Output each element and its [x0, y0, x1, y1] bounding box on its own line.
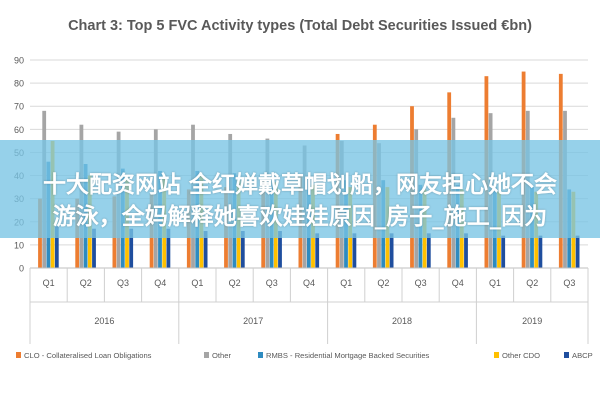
legend: CLO - Collateralised Loan Obligations Oth…: [16, 351, 593, 360]
x-tick-label: Q3: [266, 278, 278, 288]
legend-label: ABCP: [572, 351, 593, 360]
x-tick-label: Q1: [340, 278, 352, 288]
x-tick-label: Q2: [526, 278, 538, 288]
x-tick-label: Q4: [303, 278, 315, 288]
legend-label: CLO - Collateralised Loan Obligations: [24, 351, 152, 360]
bar: [166, 228, 171, 268]
y-tick-label: 80: [14, 79, 24, 89]
x-tick-label: Q3: [117, 278, 129, 288]
x-tick-label: Q3: [563, 278, 575, 288]
x-tick-label: Q1: [43, 278, 55, 288]
bar: [129, 228, 134, 268]
x-tick-label: Q3: [415, 278, 427, 288]
x-axis: Q1 Q2 Q3 Q4 Q1 Q2 Q3 Q4 Q1 Q2 Q3 Q4 Q1 Q2 Q3 2016 2017 20…: [29, 267, 589, 344]
x-tick-label: Q2: [377, 278, 389, 288]
x-tick-label: Q1: [191, 278, 203, 288]
x-tick-label: Q2: [80, 278, 92, 288]
y-tick-label: 90: [14, 56, 24, 66]
x-tick-label: Q1: [489, 278, 501, 288]
news-headline-banner[interactable]: 十大配资网站 全红婵戴草帽划船，网友担心她不会 游泳，全妈解释她喜欢娃娃原因_房…: [0, 140, 600, 238]
bar: [501, 235, 506, 268]
bar: [92, 228, 96, 268]
y-tick-label: 10: [14, 240, 24, 250]
headline-line-2: 游泳，全妈解释她喜欢娃娃原因_房子_施工_因为: [52, 204, 548, 230]
legend-label: Other CDO: [502, 351, 540, 360]
bar: [426, 233, 431, 268]
bar: [538, 235, 543, 268]
y-tick-label: 60: [14, 125, 24, 135]
bar: [54, 226, 59, 268]
bar: [315, 233, 320, 268]
legend-label: RMBS - Residential Mortgage Backed Secur…: [266, 351, 430, 360]
x-group-label: 2019: [522, 316, 542, 326]
bar: [389, 233, 394, 268]
y-tick-label: 70: [14, 102, 24, 112]
x-group-label: 2017: [243, 316, 263, 326]
y-tick-label: 0: [19, 264, 24, 274]
x-group-label: 2018: [392, 316, 412, 326]
bar: [203, 231, 208, 268]
x-tick-label: Q2: [229, 278, 241, 288]
legend-swatch: [16, 352, 21, 358]
legend-label: Other: [212, 351, 231, 360]
bar: [278, 231, 282, 268]
bar: [575, 235, 580, 268]
bar: [240, 231, 245, 268]
x-tick-label: Q4: [154, 278, 166, 288]
x-group-label: 2016: [94, 316, 114, 326]
bar: [464, 233, 468, 268]
x-tick-label: Q4: [452, 278, 464, 288]
legend-swatch: [204, 352, 209, 358]
headline-line-1: 十大配资网站 全红婵戴草帽划船，网友担心她不会: [42, 172, 557, 198]
legend-swatch: [564, 352, 569, 358]
legend-swatch: [258, 352, 263, 358]
legend-swatch: [494, 352, 499, 358]
chart-title: Chart 3: Top 5 FVC Activity types (Total…: [68, 18, 532, 34]
bar: [352, 233, 357, 268]
